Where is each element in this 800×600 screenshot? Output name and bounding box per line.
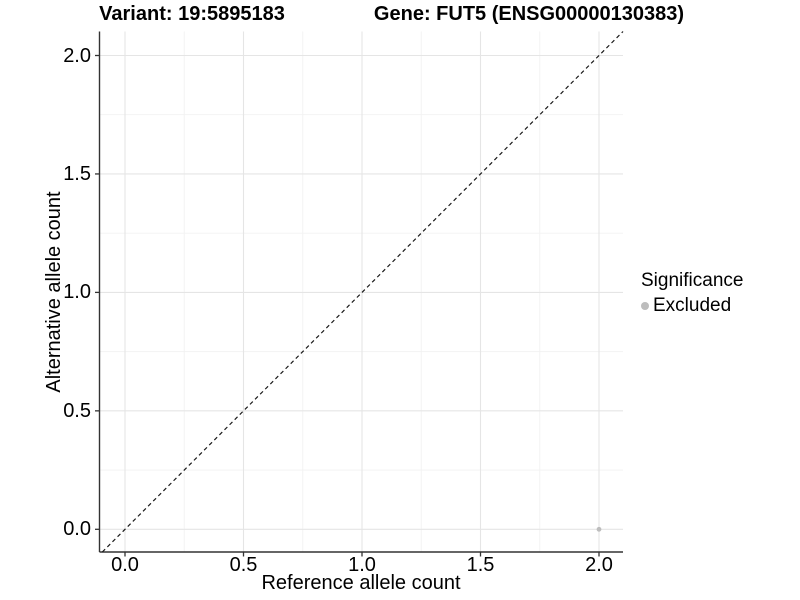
- x-tick-label: 2.0: [585, 554, 613, 576]
- legend: Significance Excluded: [641, 270, 743, 317]
- y-tick-label: 0.0: [63, 518, 91, 541]
- x-axis-title: Reference allele count: [261, 572, 461, 594]
- x-tick-label: 0.5: [229, 554, 258, 576]
- legend-item-label: Excluded: [653, 295, 732, 316]
- variant-title: Variant: 19:5895183: [99, 3, 285, 25]
- legend-title: Significance: [641, 270, 744, 291]
- x-tick-label: 0.0: [111, 554, 139, 576]
- legend-point-icon: [641, 302, 649, 310]
- data-point: [596, 526, 602, 532]
- y-tick-label: 2.0: [63, 44, 91, 67]
- x-tick-label: 1.0: [348, 554, 376, 576]
- x-tick-label: 1.5: [466, 554, 495, 576]
- y-tick-label: 0.5: [63, 399, 91, 422]
- y-tick-label: 1.5: [63, 162, 91, 185]
- identity-line: [101, 31, 624, 553]
- legend-items: Excluded: [641, 295, 743, 317]
- legend-item: Excluded: [641, 295, 743, 317]
- y-tick-label: 1.0: [63, 281, 91, 304]
- gene-title: Gene: FUT5 (ENSG00000130383): [373, 3, 685, 25]
